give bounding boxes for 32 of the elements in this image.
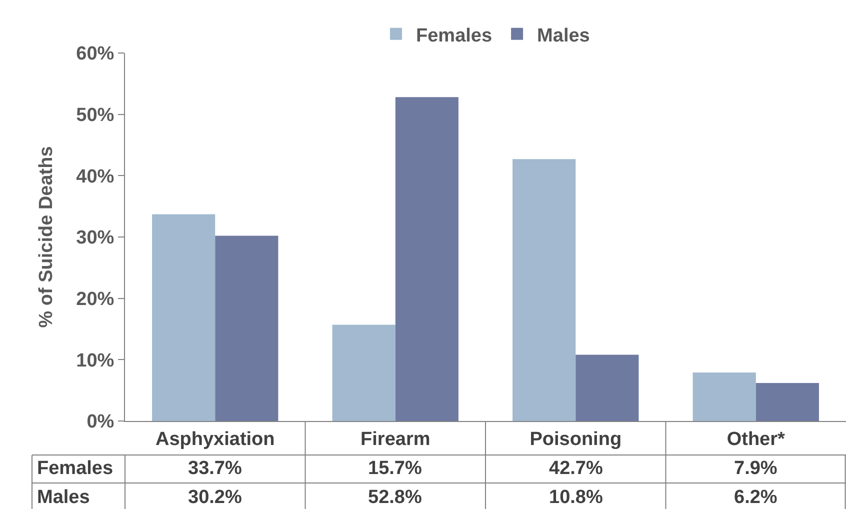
data-label: 7.9% <box>734 458 778 479</box>
bar <box>215 236 278 421</box>
x-tick-label: Firearm <box>360 428 430 450</box>
bar <box>576 354 639 421</box>
x-tick-label: Other* <box>726 428 786 450</box>
y-tick-label: 40% <box>76 166 114 188</box>
data-label: 15.7% <box>368 458 422 479</box>
text: Females <box>37 458 114 479</box>
x-tick-label: Asphyxiation <box>155 428 275 450</box>
bar <box>152 214 216 421</box>
y-tick-label: 60% <box>76 44 114 65</box>
bar <box>332 324 396 421</box>
legend-label: Females <box>416 25 492 46</box>
data-label: 33.7% <box>188 458 242 479</box>
y-tick-label: 30% <box>76 228 114 249</box>
data-label: 6.2% <box>734 487 778 508</box>
data-label: 42.7% <box>549 458 603 479</box>
y-tick-label: 0% <box>86 412 114 433</box>
legend-label: Males <box>537 25 590 46</box>
bar <box>512 159 576 421</box>
y-tick-label: 50% <box>76 104 114 126</box>
data-label: 30.2% <box>188 487 242 508</box>
y-tick-label: 10% <box>76 350 114 372</box>
y-tick-label: 20% <box>76 288 114 310</box>
x-tick-label: Poisoning <box>530 428 622 450</box>
text: Males <box>37 487 90 508</box>
data-label: 52.8% <box>368 487 422 508</box>
y-axis-title: % of Suicide Deaths <box>36 146 58 328</box>
bar <box>692 372 756 421</box>
bar <box>395 97 458 421</box>
bar <box>756 382 819 421</box>
data-label: 10.8% <box>549 487 603 508</box>
